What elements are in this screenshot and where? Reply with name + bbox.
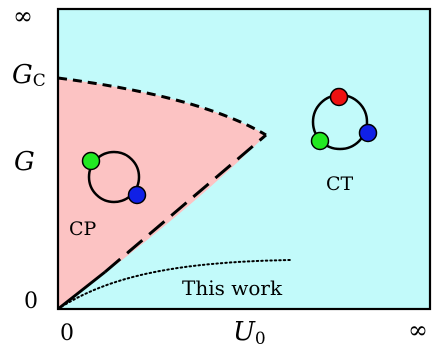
ct-blue-dot <box>358 123 378 143</box>
ct-red-dot <box>329 87 349 107</box>
y-axis-zero-label: 0 <box>24 289 38 314</box>
three-dot-ring-icon <box>310 87 378 151</box>
y-axis-gc-label: GC <box>12 60 46 91</box>
x-axis-zero-label: 0 <box>60 321 74 346</box>
ct-label: CT <box>326 173 354 195</box>
cp-label: CP <box>69 218 97 240</box>
upper-phase-boundary <box>57 76 267 137</box>
lower-phase-boundary-solid <box>57 270 106 311</box>
cp-green-dot <box>81 151 101 171</box>
cp-ring <box>87 150 141 204</box>
y-axis-infinity-label: ∞ <box>13 2 33 30</box>
plot-frame <box>56 7 432 311</box>
this-work-curve <box>57 259 291 310</box>
ct-green-dot <box>310 131 330 151</box>
x-axis-u0-label: U0 <box>233 317 266 347</box>
lower-phase-boundary-dashed <box>104 133 267 274</box>
cp-blue-dot <box>127 185 147 205</box>
x-axis-u0-main: U <box>233 317 256 347</box>
cp-region <box>58 78 266 309</box>
y-axis-g-label: G <box>14 147 35 177</box>
y-axis-gc-sub: C <box>33 71 46 91</box>
this-work-label: This work <box>182 276 283 300</box>
x-axis-u0-sub: 0 <box>255 329 266 347</box>
x-axis-infinity-label: ∞ <box>408 316 428 344</box>
y-axis-gc-main: G <box>12 60 33 90</box>
two-dot-ring-icon <box>81 150 147 205</box>
